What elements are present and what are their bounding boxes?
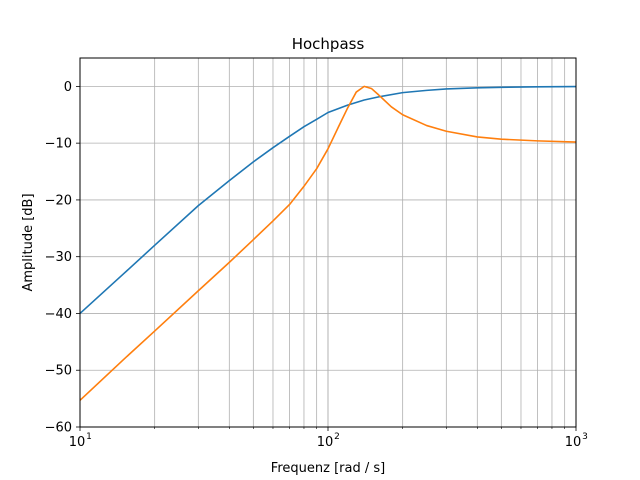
x-tick-label: 102	[317, 432, 340, 450]
series-line-1	[79, 85, 577, 315]
y-tick-label: −10	[45, 137, 72, 152]
series-group	[79, 85, 577, 401]
y-axis-label: Amplitude [dB]	[21, 193, 36, 291]
grid-lines	[79, 58, 577, 428]
series-line-2	[79, 85, 577, 401]
chart-title: Hochpass	[292, 35, 365, 53]
y-tick-label: −20	[45, 193, 72, 208]
x-tick-exponent: 3	[582, 432, 588, 442]
y-tick-label: −60	[45, 421, 72, 436]
x-tick-exponent: 1	[86, 432, 92, 442]
x-tick-exponent: 2	[334, 432, 340, 442]
x-tick-label: 101	[69, 432, 92, 450]
y-tick-label: 0	[64, 80, 72, 95]
y-tick-label: −30	[45, 250, 72, 265]
ticks-group: 101 102 103 0 −10 −20 −30 −40 −50 −60	[45, 80, 588, 450]
x-tick-label: 103	[565, 432, 588, 450]
y-tick-label: −50	[45, 364, 72, 379]
y-tick-label: −40	[45, 307, 72, 322]
x-axis-label: Frequenz [rad / s]	[271, 461, 385, 476]
